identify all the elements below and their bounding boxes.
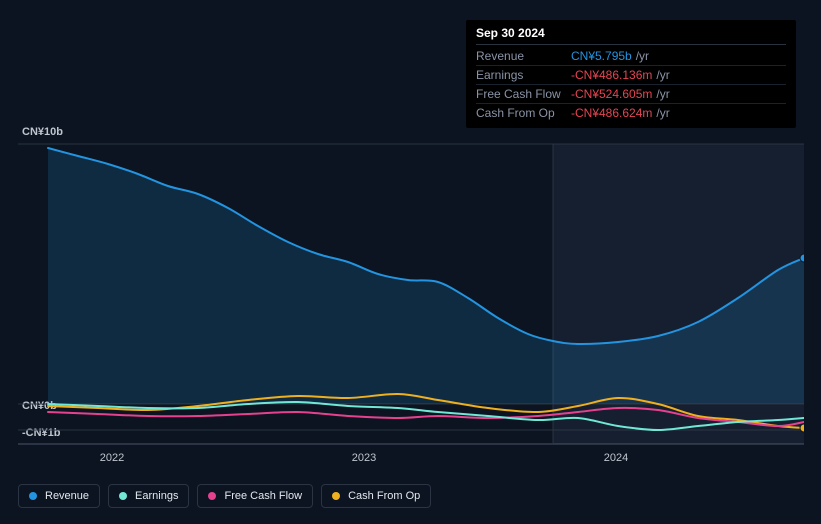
tooltip-label: Revenue — [476, 49, 571, 63]
tooltip-suffix: /yr — [656, 106, 669, 120]
tooltip-label: Earnings — [476, 68, 571, 82]
chart-legend: Revenue Earnings Free Cash Flow Cash From O… — [18, 484, 431, 508]
legend-dot-icon — [119, 492, 127, 500]
legend-dot-icon — [208, 492, 216, 500]
tooltip-value: CN¥5.795b — [571, 49, 632, 63]
tooltip-row: Earnings-CN¥486.136m/yr — [476, 66, 786, 85]
legend-dot-icon — [332, 492, 340, 500]
legend-label: Free Cash Flow — [224, 490, 302, 502]
legend-label: Revenue — [45, 490, 89, 502]
x-axis-label: 2024 — [604, 452, 628, 464]
chart-plot-area[interactable] — [18, 126, 804, 446]
tooltip-value: -CN¥486.624m — [571, 106, 652, 120]
tooltip-value: -CN¥524.605m — [571, 87, 652, 101]
legend-item-earnings[interactable]: Earnings — [108, 484, 189, 508]
legend-label: Earnings — [135, 490, 178, 502]
tooltip-suffix: /yr — [656, 68, 669, 82]
tooltip-value: -CN¥486.136m — [571, 68, 652, 82]
legend-label: Cash From Op — [348, 490, 420, 502]
tooltip-suffix: /yr — [636, 49, 649, 63]
legend-dot-icon — [29, 492, 37, 500]
legend-item-free_cash_flow[interactable]: Free Cash Flow — [197, 484, 313, 508]
x-axis-label: 2022 — [100, 452, 124, 464]
tooltip-date: Sep 30 2024 — [476, 26, 786, 45]
tooltip-row: RevenueCN¥5.795b/yr — [476, 47, 786, 66]
x-axis-label: 2023 — [352, 452, 376, 464]
legend-item-revenue[interactable]: Revenue — [18, 484, 100, 508]
tooltip-row: Cash From Op-CN¥486.624m/yr — [476, 104, 786, 122]
tooltip-label: Cash From Op — [476, 106, 571, 120]
tooltip-label: Free Cash Flow — [476, 87, 571, 101]
tooltip-row: Free Cash Flow-CN¥524.605m/yr — [476, 85, 786, 104]
legend-item-cash_from_op[interactable]: Cash From Op — [321, 484, 431, 508]
tooltip-suffix: /yr — [656, 87, 669, 101]
chart-tooltip: Sep 30 2024 RevenueCN¥5.795b/yrEarnings-… — [466, 20, 796, 128]
